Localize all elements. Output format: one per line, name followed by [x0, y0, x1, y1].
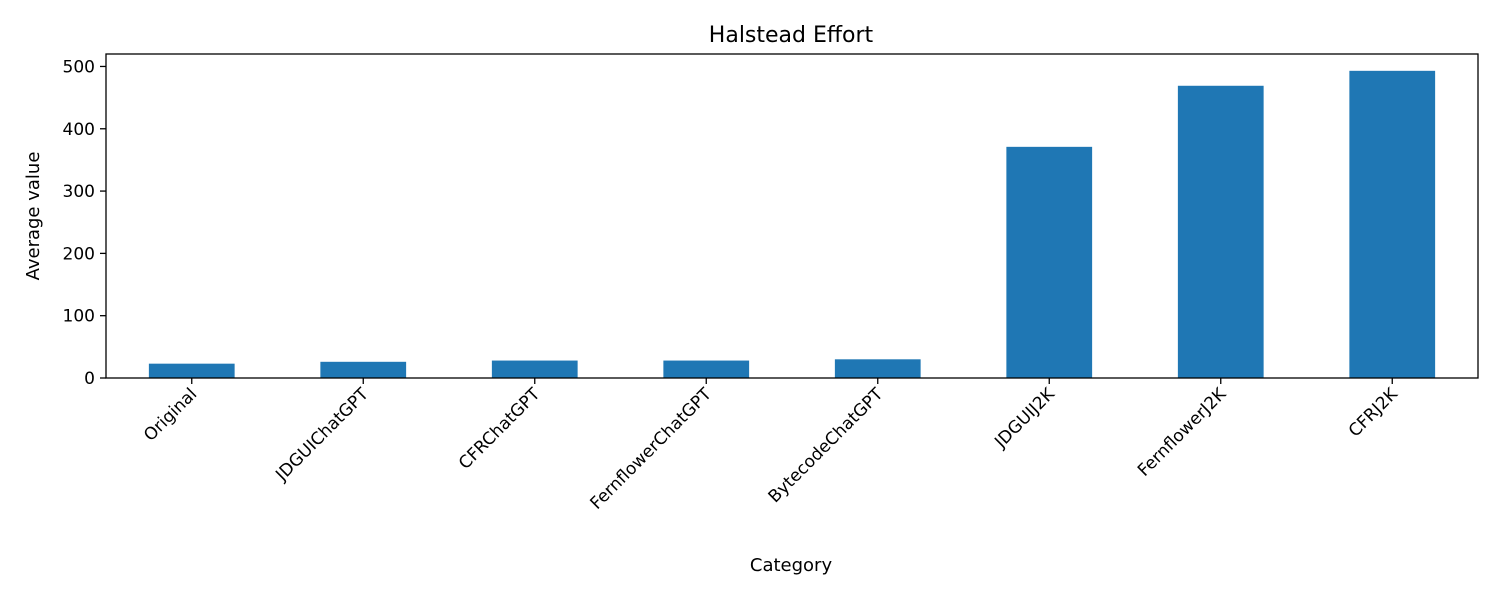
x-tick-label: CFRChatGPT	[455, 384, 545, 474]
y-tick-label: 500	[63, 57, 95, 77]
chart-title: Halstead Effort	[709, 23, 874, 48]
bar-BytecodeChatGPT	[834, 359, 921, 378]
y-tick-label: 200	[63, 244, 95, 264]
y-axis-label: Average value	[23, 152, 44, 281]
x-tick-label: JDGUIChatGPT	[271, 384, 373, 486]
bar-Original	[148, 363, 235, 378]
x-tick-label: JDGUIJ2K	[990, 384, 1059, 453]
y-tick-label: 300	[63, 182, 95, 202]
x-axis-label: Category	[750, 555, 833, 576]
bar-FernflowerJ2K	[1177, 85, 1264, 379]
x-tick-label: BytecodeChatGPT	[765, 384, 888, 507]
y-tick-label: 400	[63, 120, 95, 140]
x-tick-label: CFRJ2K	[1345, 384, 1402, 441]
x-tick-label: FernflowerJ2K	[1134, 384, 1231, 481]
bar-CFRJ2K	[1349, 70, 1436, 379]
x-tick-label: FernflowerChatGPT	[587, 384, 717, 514]
bars-group	[148, 70, 1436, 379]
plot-frame	[105, 53, 1479, 379]
bar-JDGUIJ2K	[1006, 146, 1093, 378]
bar-CFRChatGPT	[491, 360, 578, 378]
bar-JDGUIChatGPT	[320, 361, 407, 378]
y-axis: 0 100 200 300 400 500	[63, 57, 106, 389]
x-tick-label: Original	[140, 384, 201, 445]
y-tick-label: 100	[63, 307, 95, 327]
x-axis: Original JDGUIChatGPT CFRChatGPT Fernflower…	[140, 378, 1402, 514]
y-tick-label: 0	[84, 369, 95, 389]
bar-FernflowerChatGPT	[663, 360, 750, 378]
